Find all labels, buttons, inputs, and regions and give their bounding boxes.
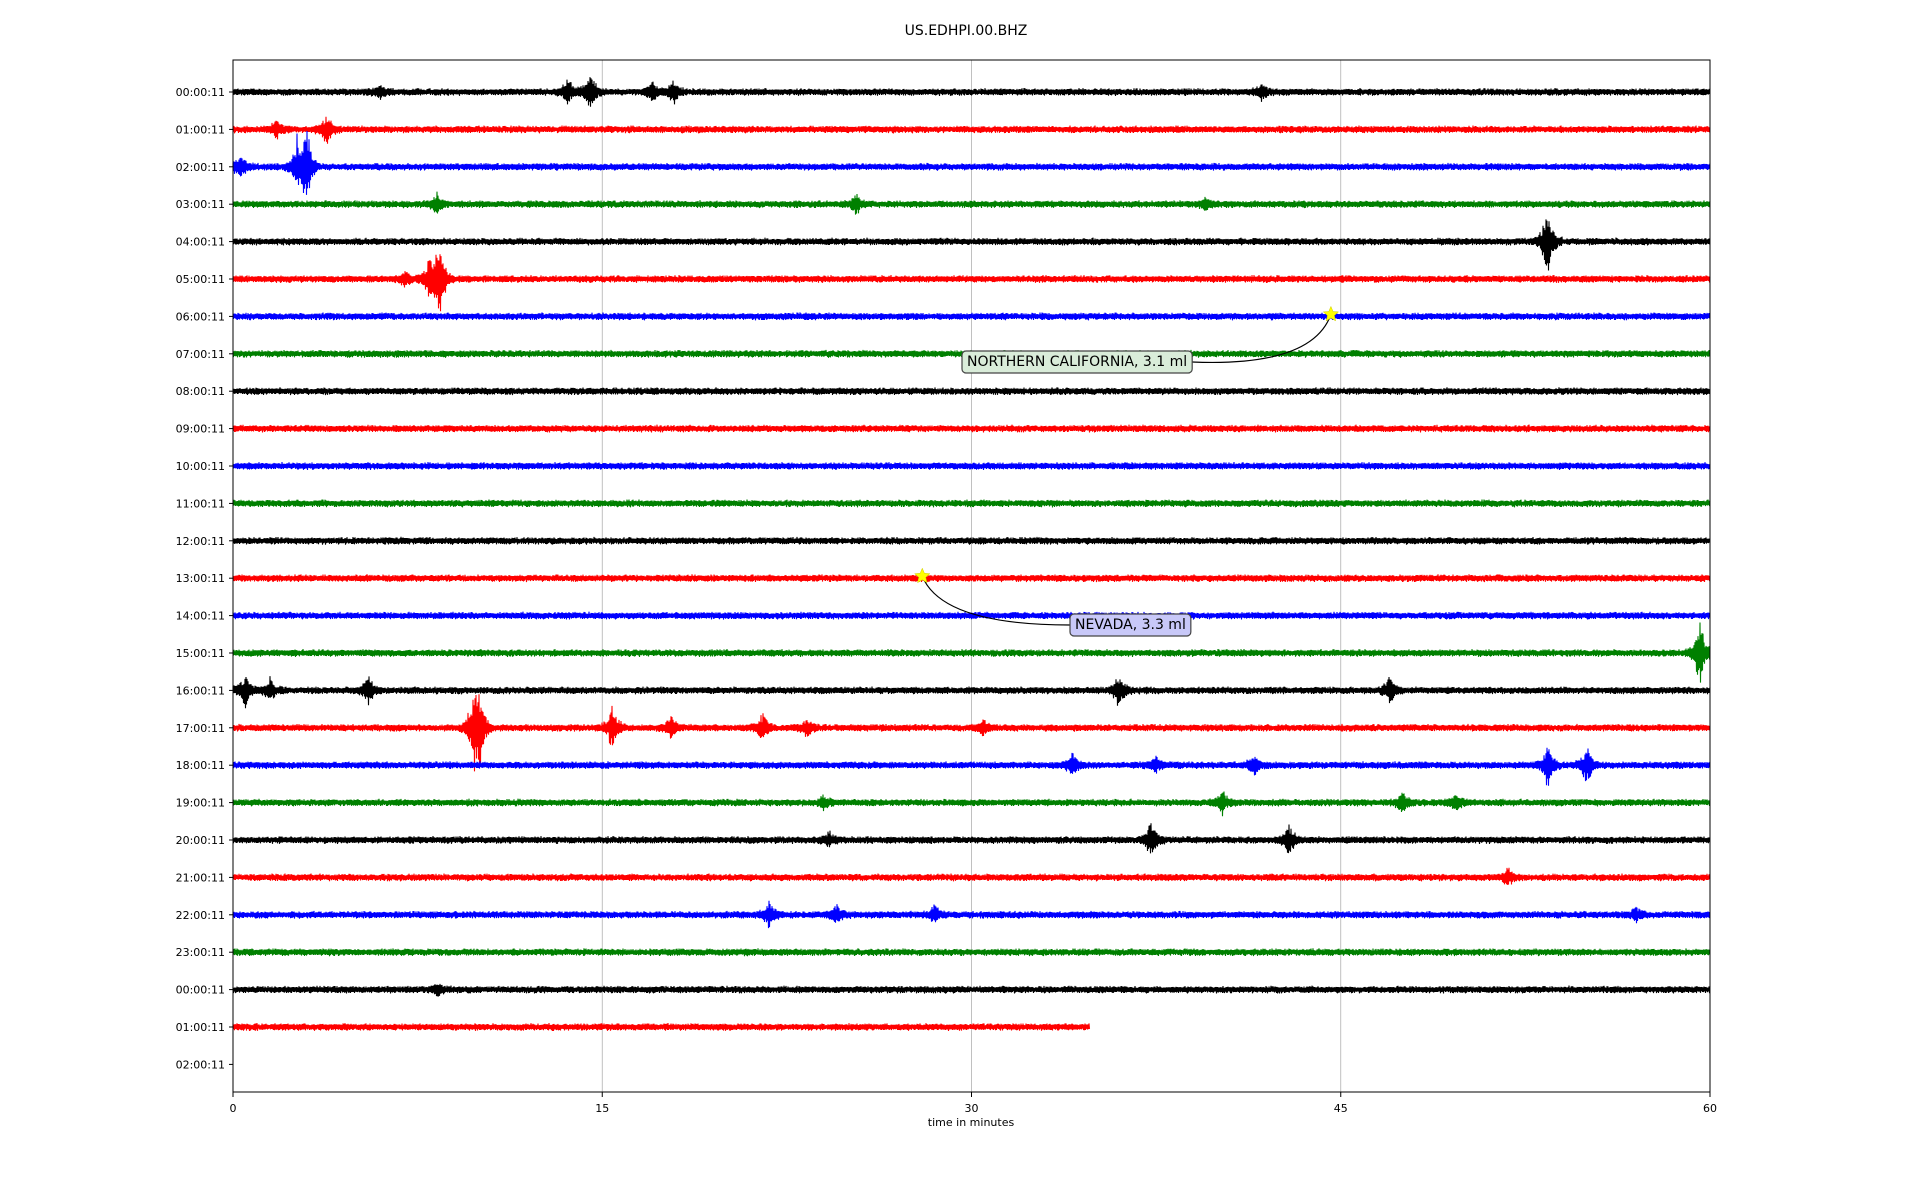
trace-row-6 [232,312,1711,321]
y-tick-label: 05:00:11 [176,273,225,286]
y-tick-label: 19:00:11 [176,797,225,810]
trace-row-21 [232,867,1711,885]
trace-row-12 [232,536,1711,545]
trace-row-5 [232,254,1711,312]
trace-row-14 [232,611,1711,620]
x-axis-label: time in minutes [928,1116,1015,1129]
trace-row-25 [232,1023,1091,1032]
trace-row-22 [232,900,1711,929]
trace-row-9 [232,424,1711,433]
y-tick-label: 02:00:11 [176,161,225,174]
y-tick-label: 21:00:11 [176,871,225,884]
trace-row-16 [232,676,1711,709]
x-tick-label: 60 [1703,1102,1717,1115]
y-tick-label: 00:00:11 [176,984,225,997]
y-tick-label: 22:00:11 [176,909,225,922]
event-label-box [1069,613,1192,637]
y-tick-label: 10:00:11 [176,460,225,473]
trace-row-3 [232,191,1711,215]
trace-row-0 [232,77,1711,107]
y-tick-label: 15:00:11 [176,647,225,660]
x-tick-label: 45 [1334,1102,1348,1115]
trace-row-10 [232,461,1711,470]
y-tick-label: 04:00:11 [176,236,225,249]
chart-title: US.EDHPI.00.BHZ [905,23,1028,39]
event-annotation: NORTHERN CALIFORNIA, 3.1 ml [961,305,1340,374]
y-tick-label: 16:00:11 [176,684,225,697]
trace-row-15 [232,622,1711,683]
event-star-marker [914,567,931,584]
trace-row-23 [232,948,1711,957]
trace-row-8 [232,387,1711,396]
y-tick-label: 14:00:11 [176,610,225,623]
y-tick-label: 02:00:11 [176,1058,225,1071]
trace-row-11 [232,499,1711,508]
y-tick-labels: 00:00:11 01:00:11 02:00:11 03:00:11 04:00:11… [176,86,233,1071]
x-tick-labels: 0 15 30 45 60 [230,1092,1717,1115]
event-star-marker [1322,305,1340,322]
y-tick-label: 18:00:11 [176,759,225,772]
event-label: NORTHERN CALIFORNIA, 3.1 ml [967,354,1187,370]
y-tick-label: 01:00:11 [176,1021,225,1034]
x-tick-label: 0 [230,1102,237,1115]
y-tick-label: 03:00:11 [176,198,225,211]
event-annotation: NEVADA, 3.3 ml [914,567,1192,637]
trace-row-4 [232,219,1711,271]
y-tick-label: 09:00:11 [176,423,225,436]
event-label: NEVADA, 3.3 ml [1075,617,1186,633]
trace-row-2 [232,130,1711,195]
y-tick-label: 13:00:11 [176,572,225,585]
y-tick-label: 12:00:11 [176,535,225,548]
y-tick-label: 23:00:11 [176,946,225,959]
y-tick-label: 00:00:11 [176,86,225,99]
trace-row-1 [232,116,1711,144]
trace-row-18 [232,747,1711,786]
y-tick-label: 06:00:11 [176,310,225,323]
y-tick-label: 20:00:11 [176,834,225,847]
trace-row-24 [232,983,1711,997]
event-label-box [961,350,1193,374]
y-tick-label: 07:00:11 [176,348,225,361]
x-tick-label: 15 [595,1102,609,1115]
event-connector [921,575,1071,626]
trace-row-20 [232,823,1711,854]
y-tick-label: 17:00:11 [176,722,225,735]
x-tick-label: 30 [965,1102,979,1115]
trace-row-19 [232,791,1711,817]
y-tick-label: 01:00:11 [176,123,225,136]
y-tick-label: 08:00:11 [176,385,225,398]
trace-row-13 [232,574,1711,583]
trace-row-17 [232,694,1711,772]
y-tick-label: 11:00:11 [176,497,225,510]
event-connector [1192,314,1332,364]
event-annotations: NORTHERN CALIFORNIA, 3.1 ml NEVADA, 3.3 m… [914,305,1340,637]
